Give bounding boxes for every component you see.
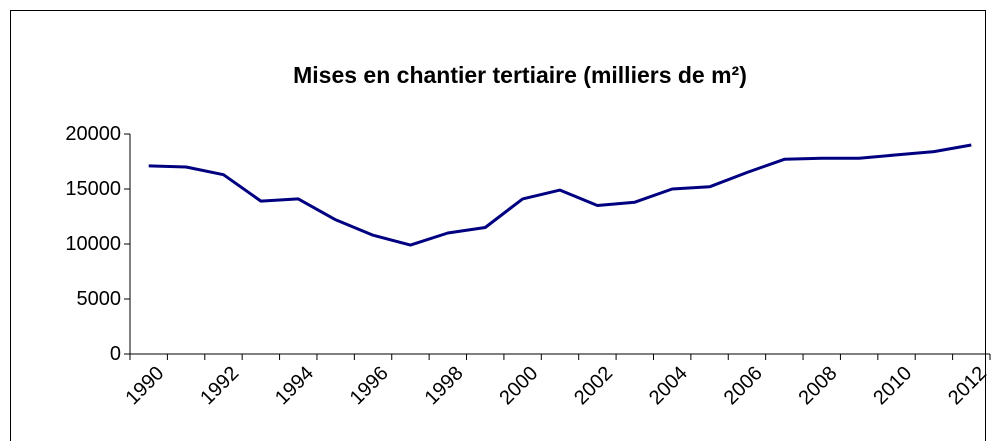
y-tick-label: 0 [110, 343, 121, 365]
y-tick-label: 10000 [65, 233, 121, 255]
chart-border [10, 10, 986, 441]
line-series [148, 143, 972, 247]
y-tick-label: 20000 [65, 123, 121, 145]
y-tick-label: 15000 [65, 178, 121, 200]
y-tick-label: 5000 [77, 288, 122, 310]
chart-title: Mises en chantier tertiaire (milliers de… [293, 62, 747, 88]
